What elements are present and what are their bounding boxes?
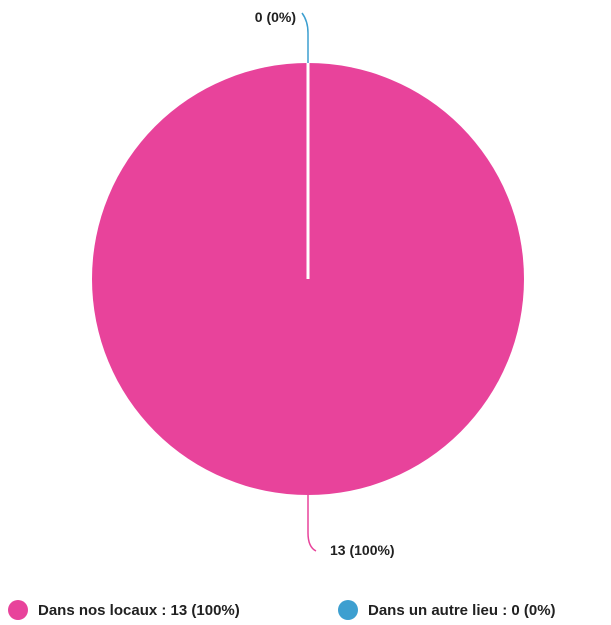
- legend-label-dans-un-autre-lieu: Dans un autre lieu : 0 (0%): [368, 601, 556, 619]
- slice-0-leader-line: [307, 495, 317, 552]
- chart-legend: Dans nos locaux : 13 (100%) Dans un autr…: [0, 596, 611, 624]
- legend-swatch-dans-un-autre-lieu: [338, 600, 358, 620]
- legend-item-dans-nos-locaux[interactable]: Dans nos locaux : 13 (100%): [8, 596, 240, 624]
- slice-1-data-label: 0 (0%): [255, 9, 296, 25]
- pie-data-labels: 0 (0%) 13 (100%): [255, 9, 395, 558]
- slice-0-data-label: 13 (100%): [330, 542, 395, 558]
- pie-slices: [92, 63, 524, 495]
- legend-item-dans-un-autre-lieu[interactable]: Dans un autre lieu : 0 (0%): [338, 596, 556, 624]
- legend-swatch-dans-nos-locaux: [8, 600, 28, 620]
- legend-label-dans-nos-locaux: Dans nos locaux : 13 (100%): [38, 601, 240, 619]
- slice-1-leader-line: [301, 12, 309, 63]
